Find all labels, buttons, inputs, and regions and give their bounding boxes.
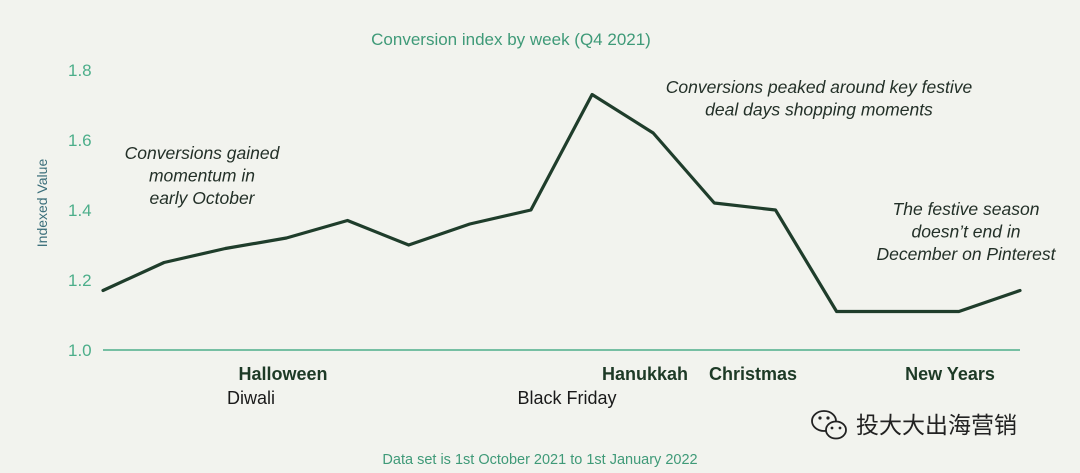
annotation-line: early October (149, 188, 255, 208)
event-labels: Halloween Diwali Black Friday Hanukkah Chris… (227, 364, 995, 408)
event-label-black-friday: Black Friday (517, 388, 616, 408)
annotation-line: momentum in (149, 166, 255, 186)
annotation-line: deal days shopping moments (705, 100, 933, 120)
watermark: 投大大出海营销 (811, 410, 1017, 440)
event-label-diwali: Diwali (227, 388, 275, 408)
annotation-line: Conversions gained (125, 143, 281, 163)
annotations: Conversions gained momentum in early Octob… (125, 77, 1057, 264)
annotation-text: The festive season doesn’t end in December… (877, 199, 1057, 264)
series-line-conversion-index (101, 92, 1022, 314)
y-axis-label: Indexed Value (34, 159, 50, 248)
footnote: Data set is 1st October 2021 to 1st Janu… (382, 452, 697, 468)
event-label-hanukkah: Hanukkah (602, 364, 688, 384)
annotation-line: The festive season (893, 199, 1040, 219)
y-tick-label: 1.0 (68, 341, 92, 360)
annotation-text: Conversions peaked around key festive dea… (666, 77, 973, 120)
annotation-line: Conversions peaked around key festive (666, 77, 973, 97)
event-label-new-years: New Years (905, 364, 995, 384)
y-tick-label: 1.2 (68, 271, 92, 290)
y-tick-label: 1.6 (68, 131, 92, 150)
wechat-icon (811, 410, 847, 440)
event-label-christmas: Christmas (709, 364, 797, 384)
y-axis-ticks: 1.0 1.2 1.4 1.6 1.8 (68, 61, 92, 360)
annotation-line: doesn’t end in (912, 222, 1021, 242)
annotation-text: Conversions gained momentum in early Octob… (125, 143, 281, 208)
chart-title: Conversion index by week (Q4 2021) (371, 30, 651, 49)
y-tick-label: 1.4 (68, 201, 92, 220)
watermark-text: 投大大出海营销 (856, 413, 1017, 439)
y-tick-label: 1.8 (68, 61, 92, 80)
event-label-halloween: Halloween (238, 364, 327, 384)
annotation-line: December on Pinterest (877, 244, 1057, 264)
